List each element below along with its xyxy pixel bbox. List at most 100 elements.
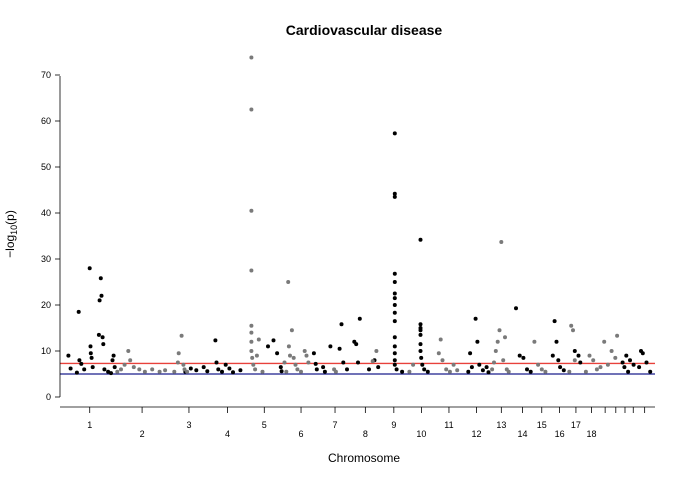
data-point: [493, 349, 498, 353]
data-point: [286, 344, 291, 349]
data-point: [418, 342, 423, 347]
data-point: [260, 369, 265, 374]
data-point: [418, 322, 423, 327]
data-point: [205, 369, 210, 374]
data-point: [119, 367, 123, 372]
data-point: [567, 369, 572, 374]
y-tick-label: 10: [41, 346, 51, 356]
data-point: [374, 349, 379, 353]
data-point: [286, 280, 291, 284]
x-tick-label: 18: [587, 429, 597, 439]
data-point: [578, 360, 583, 365]
data-point: [88, 344, 93, 349]
data-point: [115, 369, 120, 374]
data-point: [558, 365, 563, 370]
x-axis-label: Chromosome: [328, 451, 400, 465]
data-point: [436, 351, 441, 356]
data-point: [150, 367, 155, 372]
data-point: [367, 367, 371, 372]
data-point: [288, 353, 292, 358]
data-point: [142, 369, 147, 374]
data-point: [289, 328, 294, 333]
data-point: [313, 361, 318, 366]
data-point: [213, 338, 218, 343]
data-point: [163, 368, 168, 373]
data-point: [302, 349, 307, 353]
data-point: [444, 367, 449, 372]
data-point: [572, 358, 577, 363]
data-point: [82, 367, 87, 372]
data-point: [392, 335, 397, 340]
x-tick-label: 11: [444, 420, 453, 430]
data-point: [475, 339, 480, 344]
x-tick-label: 6: [299, 429, 304, 439]
data-point: [249, 107, 254, 112]
data-point: [376, 365, 381, 370]
data-point: [392, 194, 397, 199]
data-point: [420, 362, 425, 367]
data-point: [394, 367, 399, 372]
data-point: [624, 353, 629, 358]
data-point: [571, 328, 575, 333]
y-axis-label: −log10(p): [3, 210, 19, 258]
data-point: [466, 369, 471, 374]
data-point: [499, 240, 504, 244]
data-point: [615, 333, 620, 338]
data-point: [419, 355, 424, 360]
data-point: [295, 367, 300, 372]
data-point: [392, 319, 397, 324]
data-point: [102, 367, 107, 372]
data-point: [521, 355, 526, 360]
data-point: [576, 353, 581, 358]
data-point: [411, 362, 416, 367]
data-point: [88, 351, 93, 356]
data-point: [631, 362, 636, 367]
data-point: [122, 362, 127, 367]
data-point: [486, 370, 491, 375]
data-point: [77, 358, 82, 363]
data-point: [354, 342, 359, 347]
data-point: [284, 369, 289, 374]
data-point: [591, 358, 596, 363]
data-point: [79, 361, 84, 366]
data-point: [339, 322, 344, 327]
data-point: [253, 367, 258, 372]
data-point: [628, 358, 632, 363]
data-point: [497, 328, 502, 333]
data-point: [76, 309, 81, 314]
y-axis-label-subscript: 10: [9, 225, 19, 235]
data-point: [66, 353, 71, 358]
y-tick-label: 20: [41, 300, 51, 310]
data-point: [605, 362, 610, 367]
data-point: [594, 367, 599, 372]
data-point: [249, 268, 254, 273]
data-points: [66, 55, 653, 376]
data-point: [447, 369, 452, 374]
data-point: [291, 355, 296, 360]
data-point: [201, 365, 206, 370]
data-point: [223, 362, 228, 367]
data-point: [392, 358, 397, 363]
data-point: [254, 353, 259, 358]
data-point: [345, 367, 349, 372]
data-point: [503, 335, 507, 340]
data-point: [477, 362, 482, 367]
data-point: [490, 367, 495, 372]
threshold-lines: [60, 362, 655, 375]
x-tick-label: 2: [140, 429, 145, 439]
data-point: [126, 349, 131, 353]
data-point: [214, 360, 219, 365]
data-point: [468, 351, 473, 356]
data-point: [648, 369, 653, 374]
chart-title: Cardiovascular disease: [286, 22, 443, 38]
data-point: [110, 358, 115, 363]
data-point: [275, 351, 280, 356]
data-point: [613, 355, 618, 360]
data-point: [392, 303, 397, 307]
data-point: [392, 362, 397, 367]
x-tick-label: 3: [186, 420, 191, 430]
data-point: [249, 323, 254, 328]
data-point: [620, 360, 625, 365]
data-point: [418, 328, 423, 333]
